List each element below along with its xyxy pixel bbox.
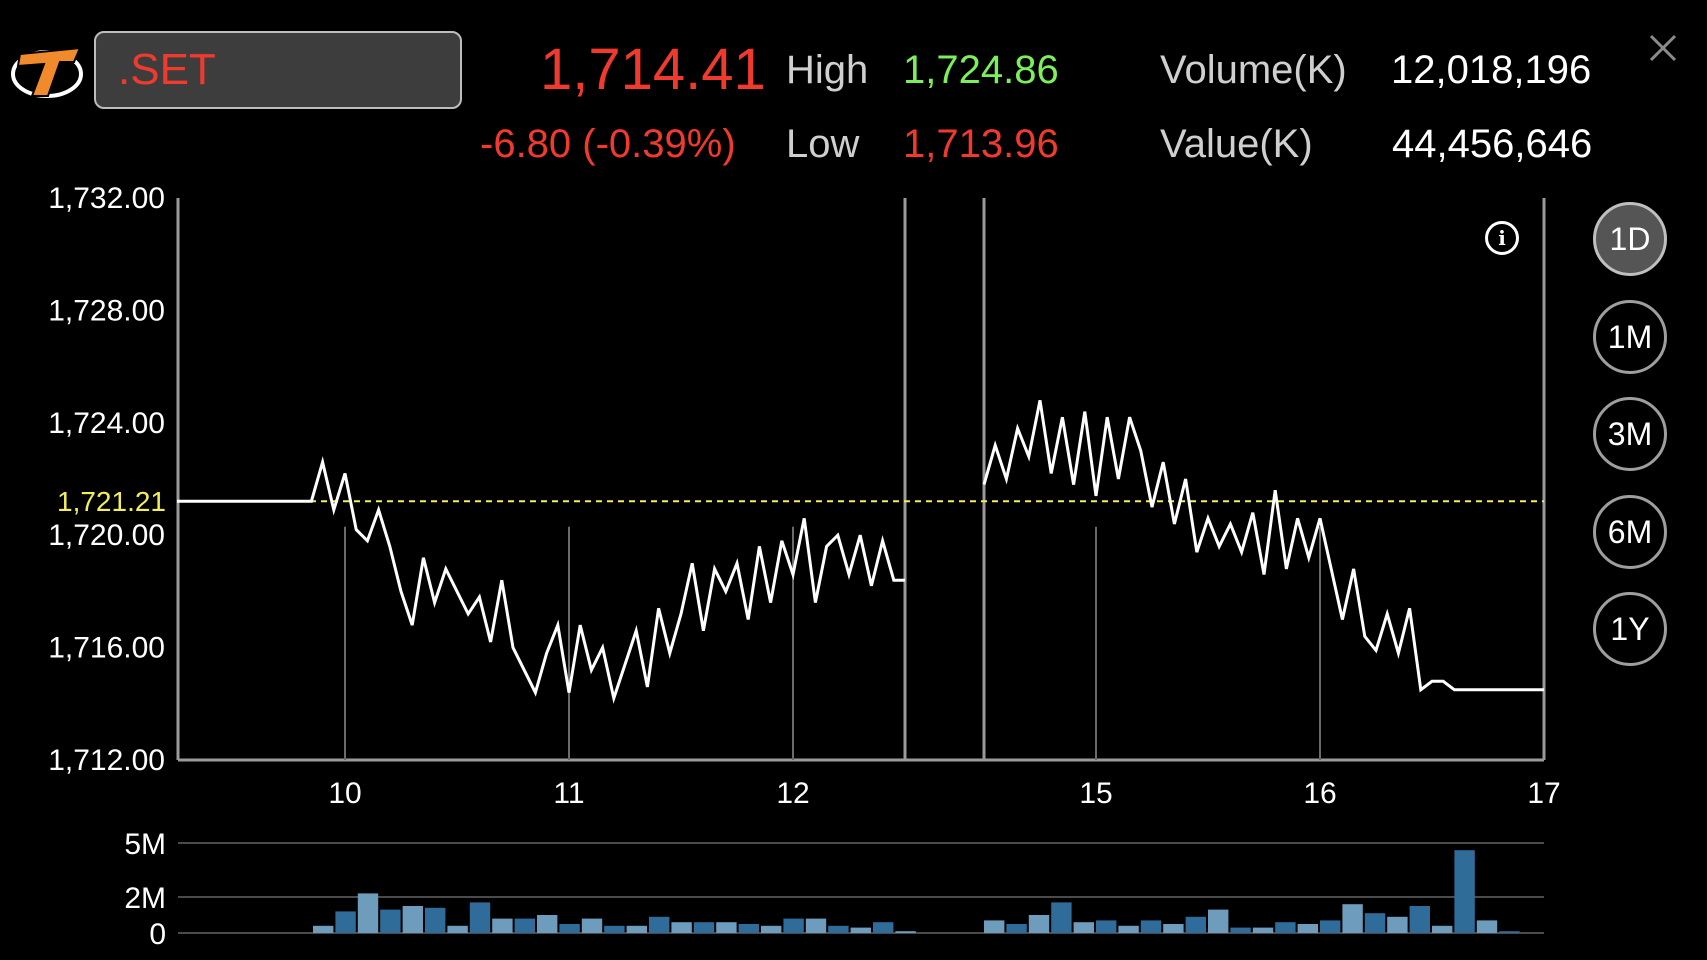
range-button-1d[interactable]: 1D [1593, 202, 1667, 276]
price-chart: 1,732.00 1,728.00 1,724.00 1,720.00 1,716.00… [48, 182, 1560, 951]
reference-label: 1,721.21 [57, 486, 166, 517]
y-tick-label: 1,728.00 [48, 294, 165, 327]
value-label: Value(K) [1160, 122, 1313, 166]
y-tick-label: 1,720.00 [48, 519, 165, 552]
volume-bar [1028, 915, 1050, 933]
volume-bar [1342, 904, 1363, 933]
volume-bar [895, 931, 916, 933]
x-tick-label: 11 [553, 777, 584, 810]
x-tick-label: 15 [1079, 777, 1112, 810]
volume-bar [1252, 927, 1274, 933]
volume-bar [447, 925, 468, 933]
high-value: 1,724.86 [903, 48, 1059, 92]
brand-logo-icon [11, 46, 83, 98]
volume-bar [1476, 920, 1498, 933]
volume-bar [492, 918, 513, 933]
range-button-3m[interactable]: 3M [1593, 397, 1667, 471]
y-tick-label: 1,724.00 [48, 407, 165, 440]
close-icon[interactable] [1645, 30, 1681, 66]
high-label: High [786, 48, 869, 92]
price-line-afternoon [982, 400, 1544, 693]
volume-bar [1163, 924, 1184, 933]
low-value: 1,713.96 [903, 122, 1059, 166]
volume-bar [805, 918, 827, 933]
volume-bar [761, 925, 782, 933]
volume-bar [716, 922, 737, 933]
volume-bar [1096, 920, 1117, 933]
volume-bar [1230, 927, 1251, 933]
volume-bar [313, 925, 334, 933]
volume-bar [1208, 909, 1229, 933]
y-tick-label: 1,732.00 [48, 182, 165, 215]
y-tick-label: 1,716.00 [48, 632, 165, 665]
volume-bar [738, 924, 759, 933]
last-price: 1,714.41 [540, 37, 766, 102]
low-label: Low [786, 122, 860, 166]
volume-bar [984, 920, 1005, 933]
range-button-6m[interactable]: 6M [1593, 494, 1667, 569]
volume-bar [581, 918, 603, 933]
volume-bar [1051, 902, 1072, 933]
value-value: 44,456,646 [1392, 122, 1593, 166]
volume-bar [1364, 913, 1386, 933]
volume-bar [1499, 931, 1520, 933]
volume-bar [514, 918, 535, 933]
volume-bar [626, 925, 647, 933]
symbol-text: .SET [118, 45, 216, 94]
volume-tick-label: 5M [124, 828, 166, 861]
volume-bar [1432, 925, 1453, 933]
volume-value: 12,018,196 [1391, 48, 1592, 92]
price-change: -6.80 (-0.39%) [480, 122, 736, 166]
volume-bar [783, 918, 804, 933]
volume-bar [1073, 922, 1094, 933]
y-tick-label: 1,712.00 [48, 744, 165, 777]
info-icon[interactable]: i [1485, 221, 1519, 255]
volume-bar [402, 906, 423, 933]
volume-bar [649, 916, 670, 933]
volume-bar [380, 909, 401, 933]
volume-bar [1409, 906, 1430, 933]
volume-tick-label: 2M [124, 882, 166, 915]
volume-bar [357, 893, 379, 933]
volume-bar [1006, 924, 1027, 933]
volume-bar [425, 907, 446, 933]
volume-bar [1297, 924, 1318, 933]
volume-bar [604, 925, 625, 933]
x-tick-label: 10 [328, 777, 361, 810]
volume-bar [1118, 925, 1139, 933]
symbol-search-box[interactable]: .SET [94, 31, 462, 109]
volume-tick-label: 0 [149, 918, 166, 951]
volume-bar [873, 922, 894, 933]
x-tick-label: 17 [1527, 777, 1560, 810]
volume-bar [1275, 922, 1296, 933]
volume-bar [1140, 920, 1162, 933]
volume-label: Volume(K) [1160, 48, 1347, 92]
price-line-morning [177, 456, 905, 704]
range-button-1y[interactable]: 1Y [1593, 592, 1667, 666]
volume-bar [1185, 916, 1206, 933]
x-tick-label: 16 [1303, 777, 1336, 810]
range-button-1m[interactable]: 1M [1593, 299, 1667, 374]
volume-bar [671, 922, 692, 933]
volume-bar [1387, 916, 1408, 933]
volume-bar [1320, 920, 1341, 933]
volume-bar [335, 911, 356, 933]
volume-bar [693, 922, 715, 933]
volume-bar [469, 902, 491, 933]
x-tick-label: 12 [776, 777, 809, 810]
volume-bar [559, 924, 580, 933]
volume-bar [828, 925, 849, 933]
volume-bar [537, 915, 558, 933]
volume-bar [1454, 850, 1475, 933]
volume-bar [850, 927, 871, 933]
